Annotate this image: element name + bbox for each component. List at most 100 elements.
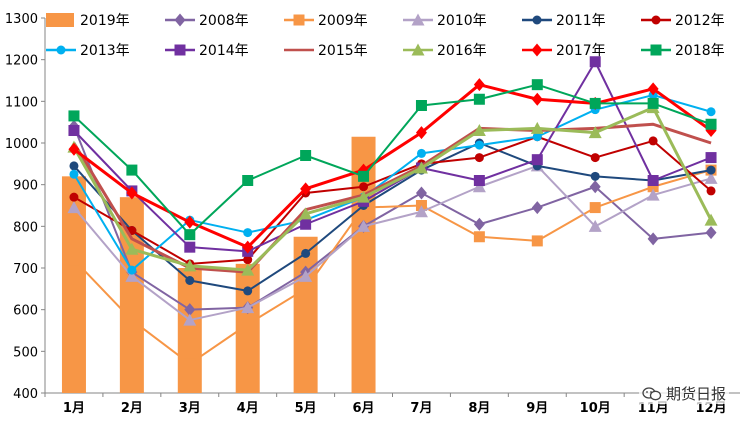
series-line: [73, 60, 712, 253]
legend-label: 2013年: [80, 43, 130, 59]
data-point: [300, 218, 312, 230]
bar-2019: [61, 176, 86, 393]
x-tick-label: 6月: [353, 401, 375, 416]
data-point: [414, 205, 428, 218]
data-point: [530, 121, 544, 134]
legend-label: 2008年: [199, 13, 249, 29]
data-point: [647, 181, 659, 193]
data-point: [301, 248, 311, 258]
watermark-text: 期货日报: [665, 385, 726, 403]
data-point: [647, 82, 659, 96]
data-point: [68, 110, 80, 122]
series-line: [73, 169, 712, 365]
data-point: [184, 241, 196, 253]
x-tick-label: 2月: [121, 401, 143, 416]
y-tick-label: 1200: [5, 54, 38, 69]
data-point: [590, 171, 600, 181]
legend-marker: [174, 44, 186, 56]
data-point: [126, 186, 138, 200]
data-point: [125, 242, 139, 255]
series-line: [73, 142, 712, 292]
data-point: [648, 136, 658, 146]
series-line: [73, 125, 712, 311]
data-point: [299, 269, 313, 282]
bar-2019: [293, 236, 318, 393]
data-point: [414, 161, 428, 174]
legend-label: 2011年: [556, 13, 606, 29]
x-tick-label: 12月: [695, 401, 726, 416]
data-point: [300, 150, 312, 161]
data-point: [473, 231, 485, 243]
data-point: [68, 254, 80, 266]
data-point: [474, 140, 484, 150]
data-point: [241, 301, 255, 314]
y-tick-label: 400: [13, 387, 38, 402]
legend-label: 2017年: [556, 43, 606, 59]
data-point: [588, 126, 602, 139]
legend-marker: [56, 45, 66, 55]
legend-marker: [411, 13, 425, 26]
data-point: [647, 97, 659, 109]
data-point: [300, 182, 312, 196]
data-point: [357, 219, 371, 232]
data-point: [415, 126, 427, 140]
x-tick-label: 3月: [179, 401, 201, 416]
data-point: [358, 170, 370, 182]
data-point: [474, 153, 484, 163]
legend-label: 2015年: [318, 43, 368, 59]
x-tick-label: 1月: [63, 401, 85, 416]
data-point: [183, 259, 197, 272]
data-point: [473, 217, 485, 231]
y-tick-label: 1000: [5, 137, 38, 152]
y-tick-label: 700: [13, 262, 38, 277]
data-point: [241, 263, 255, 276]
data-point: [185, 276, 195, 285]
data-point: [184, 358, 196, 370]
data-point: [68, 142, 80, 156]
data-point: [531, 79, 543, 91]
data-point: [531, 92, 543, 106]
legend-label: 2014年: [199, 43, 249, 59]
data-point: [473, 78, 485, 92]
data-point: [69, 169, 79, 179]
legend-marker: [174, 13, 186, 27]
wechat-icon: [642, 386, 662, 400]
data-point: [473, 93, 485, 105]
legend-marker: [532, 15, 542, 25]
data-point: [243, 228, 253, 238]
data-point: [415, 100, 427, 111]
data-point: [532, 132, 542, 142]
data-point: [588, 219, 602, 232]
data-point: [183, 313, 197, 326]
data-point: [706, 165, 716, 175]
y-tick-label: 900: [13, 179, 38, 194]
x-tick-label: 10月: [580, 401, 611, 416]
y-tick-label: 1100: [5, 95, 38, 110]
data-point: [243, 286, 253, 296]
series-line: [73, 83, 712, 236]
data-point: [126, 314, 138, 326]
data-point: [126, 164, 138, 176]
data-point: [242, 240, 254, 254]
data-point: [705, 226, 717, 240]
data-point: [127, 265, 137, 275]
legend-marker: [411, 43, 425, 56]
legend-marker: [651, 15, 661, 25]
data-point: [69, 192, 79, 202]
series-line: [72, 122, 712, 274]
series-line: [73, 83, 712, 249]
data-point: [473, 175, 485, 186]
y-tick-label: 1300: [5, 12, 38, 27]
legend-label: 2010年: [437, 13, 487, 29]
series-line: [72, 106, 713, 272]
data-point: [705, 152, 717, 164]
data-point: [69, 161, 79, 171]
data-point: [589, 56, 601, 68]
legend-label: 2009年: [318, 13, 368, 29]
legend-marker: [650, 44, 662, 56]
x-tick-label: 11月: [638, 401, 669, 416]
data-point: [472, 180, 486, 193]
data-point: [706, 107, 716, 117]
legend-swatch: [46, 13, 74, 27]
